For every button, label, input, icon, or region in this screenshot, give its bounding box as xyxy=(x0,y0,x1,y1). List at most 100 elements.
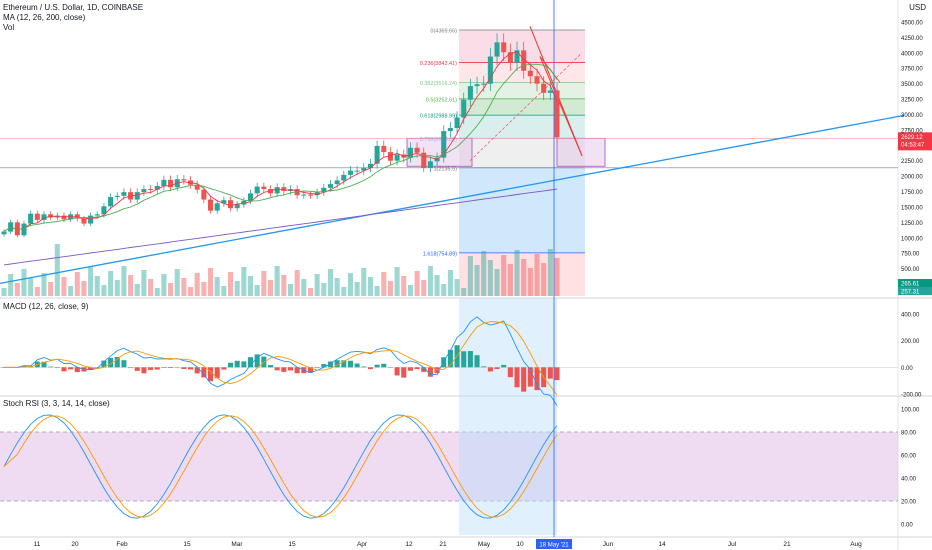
candle-body xyxy=(367,163,373,168)
candle-body xyxy=(201,189,207,200)
macd-hist-bar xyxy=(327,361,334,368)
macd-hist-bar xyxy=(208,367,214,382)
volume-bar xyxy=(314,274,320,296)
candle-body xyxy=(494,42,500,57)
volume-bar xyxy=(507,264,513,296)
volume-bar xyxy=(234,281,240,296)
volume-bar xyxy=(121,266,127,296)
crosshair-date-text: 18 May '21 xyxy=(539,543,569,549)
candle-body xyxy=(181,179,187,181)
macd-hist-bar xyxy=(134,367,140,371)
vol-badge-1 xyxy=(898,279,932,287)
volume-bar xyxy=(241,267,247,296)
candle-body xyxy=(161,179,167,186)
candle-body xyxy=(361,167,367,171)
candle-body xyxy=(474,84,480,87)
candle-body xyxy=(514,50,520,63)
macd-hist-bar xyxy=(154,367,160,370)
time-tick-label: Feb xyxy=(116,541,128,548)
stoch-tick-label: 60.00 xyxy=(901,454,917,460)
stoch-tick-label: 100.00 xyxy=(901,408,920,414)
volume-bar xyxy=(68,286,74,296)
macd-hist-bar xyxy=(188,367,194,370)
macd-hist-bar xyxy=(221,367,227,370)
candle-body xyxy=(247,193,254,201)
macd-hist-bar xyxy=(108,357,114,368)
volume-bar xyxy=(81,281,87,296)
volume-bar xyxy=(487,260,493,296)
volume-bar xyxy=(454,279,460,296)
candle-body xyxy=(114,195,120,198)
stoch-tick-label: 40.00 xyxy=(901,477,917,483)
volume-bar xyxy=(208,268,214,296)
macd-hist-bar xyxy=(174,366,180,368)
candle-body xyxy=(421,152,427,168)
projection-dashed xyxy=(469,52,583,161)
candle-body xyxy=(407,147,413,158)
macd-hist-bar xyxy=(201,367,207,378)
time-tick-label: Mar xyxy=(231,541,243,548)
candle-body xyxy=(381,145,387,153)
volume-bar xyxy=(494,269,500,296)
volume-bar xyxy=(214,277,220,296)
macd-hist-bar xyxy=(307,367,314,373)
macd-hist-bar xyxy=(41,361,47,368)
volume-bar xyxy=(321,283,327,296)
candle-body xyxy=(28,213,34,224)
fib-level-label: 0.5(3252.61) xyxy=(426,97,457,103)
candle-body xyxy=(274,187,280,194)
macd-tick-label: 400.00 xyxy=(901,313,920,319)
volume-bar xyxy=(541,263,547,296)
macd-hist-bar xyxy=(54,367,60,368)
macd-title: MACD (12, 26, close, 9) xyxy=(3,302,89,311)
candle-body xyxy=(487,56,493,84)
volume-bar xyxy=(1,288,7,296)
macd-hist-bar xyxy=(341,360,347,368)
candle-body xyxy=(387,152,393,161)
volume-bar xyxy=(421,280,427,296)
candle-body xyxy=(314,192,320,196)
candle-body xyxy=(534,76,540,84)
candle-body xyxy=(527,70,533,77)
volume-bar xyxy=(141,270,147,296)
volume-bar xyxy=(501,255,507,296)
macd-hist-bar xyxy=(61,367,67,372)
candle-body xyxy=(541,83,547,93)
fib-level-label: 0.618(2988.99) xyxy=(420,114,457,120)
candle-body xyxy=(227,200,234,209)
volume-bar xyxy=(28,278,34,296)
volume-bar xyxy=(114,280,120,296)
candle-body xyxy=(554,90,560,138)
macd-hist-bar xyxy=(94,367,100,368)
macd-tick-label: -200.00 xyxy=(901,393,922,399)
time-tick-label: 21 xyxy=(783,541,791,548)
stoch-tick-label: 80.00 xyxy=(901,431,917,437)
macd-hist-bar xyxy=(168,367,174,369)
time-tick-label: Apr xyxy=(357,541,368,548)
candle-body xyxy=(467,86,473,100)
volume-bar xyxy=(181,278,187,296)
volume-bar xyxy=(34,287,40,296)
candle-body xyxy=(447,128,453,132)
macd-hist-bar xyxy=(88,367,94,371)
candle-body xyxy=(501,42,507,53)
volume-bar xyxy=(261,271,267,296)
last-price-badge xyxy=(898,132,932,151)
macd-hist-bar xyxy=(121,360,127,368)
time-tick-label: 15 xyxy=(183,541,191,548)
price-tick-label: 500.00 xyxy=(901,267,920,273)
macd-hist-bar xyxy=(474,355,480,368)
volume-bar xyxy=(54,244,60,296)
candle-body xyxy=(148,189,154,191)
candle-body xyxy=(347,170,353,175)
ma12-line xyxy=(3,51,558,232)
price-tick-label: 1000.00 xyxy=(901,236,923,242)
time-tick-label: 10 xyxy=(516,541,524,548)
candle-body xyxy=(88,215,94,224)
volume-bar xyxy=(281,275,287,296)
candle-body xyxy=(121,192,127,196)
volume-bar xyxy=(401,276,407,296)
volume-bar xyxy=(274,266,280,296)
